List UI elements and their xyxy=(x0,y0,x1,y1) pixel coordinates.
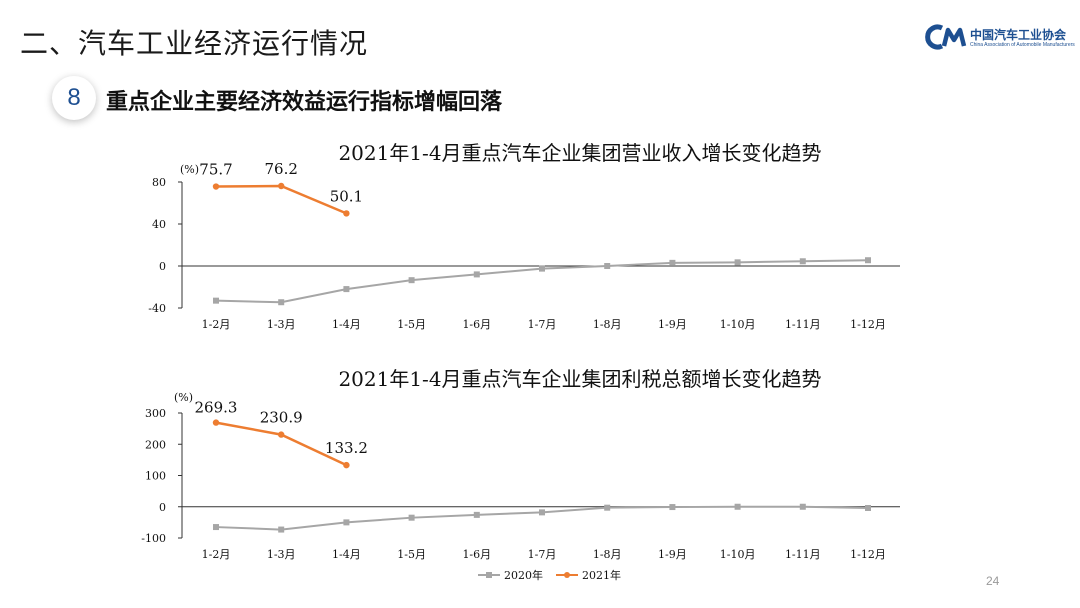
x-tick-label: 1-4月 xyxy=(332,548,361,561)
legend: 2020年 2021年 xyxy=(478,568,621,582)
data-point-2021 xyxy=(343,210,350,217)
legend-label: 2021年 xyxy=(582,568,621,582)
data-point-2020 xyxy=(343,519,350,526)
data-label: 133.2 xyxy=(325,439,368,457)
data-point-2020 xyxy=(539,509,545,516)
x-tick-label: 1-9月 xyxy=(658,548,687,561)
slide-subtitle: 重点企业主要经济效益运行指标增幅回落 xyxy=(106,89,503,114)
y-tick-label: 200 xyxy=(145,438,166,451)
data-point-2021 xyxy=(212,419,220,426)
page-number: 24 xyxy=(986,574,1000,588)
chart-2: 2021年1-4月重点汽车企业集团利税总额增长变化趋势 (%) 300 200 100 0… xyxy=(141,367,900,561)
y-tick-label: -100 xyxy=(141,532,166,545)
data-point-2021 xyxy=(278,182,285,190)
y-tick-label: 100 xyxy=(145,470,166,483)
legend-marker-circle xyxy=(564,572,570,578)
data-point-2020 xyxy=(865,257,871,264)
association-logo: 中国汽车工业协会 China Association of Automobile… xyxy=(922,24,1075,54)
data-point-2020 xyxy=(473,511,480,518)
logo-text-en: China Association of Automobile Manufact… xyxy=(970,42,1075,48)
chart-title: 2021年1-4月重点汽车企业集团利税总额增长变化趋势 xyxy=(338,367,821,391)
logo-text-cn: 中国汽车工业协会 xyxy=(970,28,1067,42)
data-label: 76.2 xyxy=(264,160,297,178)
data-label: 50.1 xyxy=(330,187,363,205)
x-tick-label: 1-2月 xyxy=(202,548,231,561)
section-title: 二、汽车工业经济运行情况 xyxy=(20,28,369,59)
legend-marker-square xyxy=(486,572,492,578)
data-point-2021 xyxy=(212,183,220,190)
y-tick-label: 0 xyxy=(159,260,166,273)
data-label: 230.9 xyxy=(260,409,303,427)
x-tick-label: 1-10月 xyxy=(720,318,756,331)
series-line-2021年 xyxy=(215,184,347,215)
data-point-2020 xyxy=(408,277,415,284)
y-tick-label: -40 xyxy=(148,302,166,315)
data-point-2020 xyxy=(865,505,871,511)
x-tick-label: 1-3月 xyxy=(267,318,296,331)
x-tick-label: 1-7月 xyxy=(528,548,557,561)
data-point-2020 xyxy=(604,504,611,511)
x-tick-label: 1-2月 xyxy=(202,318,231,331)
x-tick-label: 1-6月 xyxy=(462,318,491,331)
y-unit-label: (%) xyxy=(174,391,193,404)
chart-1: 2021年1-4月重点汽车企业集团营业收入增长变化趋势 (%) 80 40 0 -40 1-… xyxy=(148,141,900,331)
data-point-2020 xyxy=(473,271,480,278)
x-tick-label: 1-8月 xyxy=(593,548,622,561)
x-tick-label: 1-3月 xyxy=(267,548,296,561)
y-tick-label: 0 xyxy=(159,501,166,514)
data-point-2021 xyxy=(278,431,285,438)
data-label: 269.3 xyxy=(195,399,238,417)
chart-title: 2021年1-4月重点汽车企业集团营业收入增长变化趋势 xyxy=(338,141,821,165)
legend-label: 2020年 xyxy=(504,568,543,582)
cm-logo-icon xyxy=(925,24,967,50)
x-tick-label: 1-6月 xyxy=(462,548,491,561)
data-point-2020 xyxy=(669,504,676,511)
data-point-2020 xyxy=(799,503,806,510)
data-point-2020 xyxy=(799,258,806,265)
x-tick-label: 1-9月 xyxy=(658,318,687,331)
x-tick-label: 1-11月 xyxy=(785,318,821,331)
x-tick-label: 1-5月 xyxy=(397,548,426,561)
x-tick-label: 1-10月 xyxy=(720,548,756,561)
x-tick-label: 1-8月 xyxy=(593,318,622,331)
y-tick-label: 40 xyxy=(152,218,166,231)
x-tick-label: 1-7月 xyxy=(528,318,557,331)
x-tick-label: 1-11月 xyxy=(785,548,821,561)
x-tick-label: 1-12月 xyxy=(850,318,886,331)
data-point-2020 xyxy=(213,524,219,531)
y-tick-label: 300 xyxy=(145,407,166,420)
data-point-2020 xyxy=(278,299,285,306)
data-point-2020 xyxy=(604,263,611,269)
y-unit-label: (%) xyxy=(180,163,199,176)
data-label: 75.7 xyxy=(199,161,232,179)
x-tick-label: 1-4月 xyxy=(332,318,361,331)
data-point-2020 xyxy=(734,503,741,510)
data-point-2020 xyxy=(278,526,285,533)
x-tick-label: 1-12月 xyxy=(850,548,886,561)
data-point-2020 xyxy=(734,259,741,266)
x-tick-label: 1-5月 xyxy=(397,318,426,331)
data-point-2020 xyxy=(669,259,676,266)
data-point-2020 xyxy=(408,514,415,521)
data-point-2020 xyxy=(343,286,350,293)
section-number-badge: 8 xyxy=(52,76,96,120)
y-tick-label: 80 xyxy=(152,176,166,189)
data-point-2021 xyxy=(343,461,350,469)
data-point-2020 xyxy=(539,265,545,272)
data-point-2020 xyxy=(213,297,219,304)
